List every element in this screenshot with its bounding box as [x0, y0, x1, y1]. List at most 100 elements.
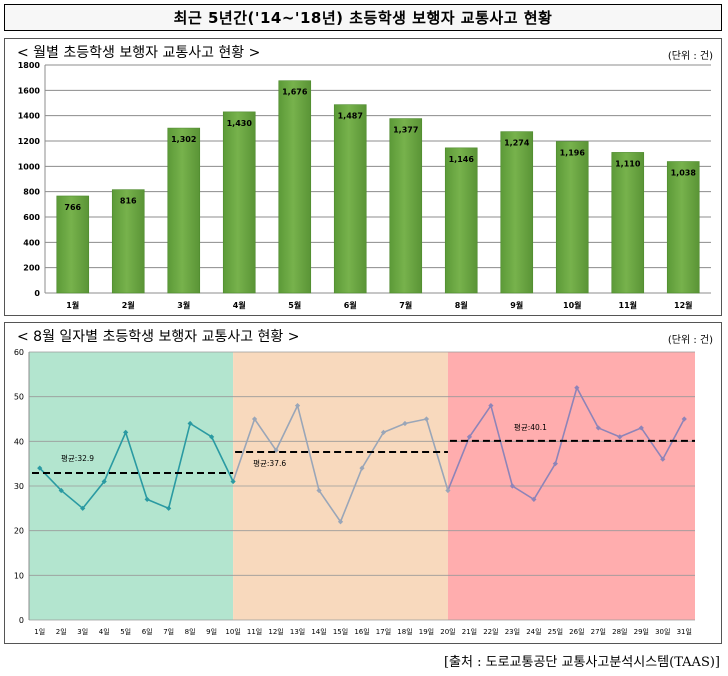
bar-value-label: 1,302 [171, 135, 196, 144]
bar [555, 141, 589, 294]
daily-line-chart: 0 10 20 30 40 50 60 1일 2일 3일 4일 5일 6일 7일 8일 9일 10일 11일 12일… [14, 348, 695, 636]
x-tick-label: 11일 [247, 627, 262, 636]
x-tick-label: 1일 [34, 627, 45, 636]
x-tick-label: 2월 [122, 300, 135, 310]
bar [500, 131, 534, 294]
y-tick-label: 1000 [18, 162, 41, 171]
bar-value-label: 816 [120, 197, 137, 206]
x-tick-label: 25일 [548, 627, 563, 636]
x-tick-label: 26일 [569, 627, 584, 636]
average-label: 평균:37.6 [253, 458, 286, 468]
data-point [316, 487, 322, 494]
x-tick-label: 13일 [290, 627, 305, 636]
x-tick-label: 9일 [206, 627, 217, 636]
x-tick-label: 18일 [397, 627, 412, 636]
data-point [58, 487, 64, 494]
data-point [617, 434, 623, 440]
x-tick-label: 8일 [185, 627, 196, 636]
y-tick-label: 1600 [18, 86, 41, 95]
y-tick-label: 600 [23, 213, 40, 222]
data-point [574, 385, 580, 391]
x-tick-label: 1월 [66, 300, 79, 310]
x-tick-label: 10일 [225, 627, 240, 636]
y-tick-label: 1400 [18, 112, 41, 121]
x-tick-label: 4월 [233, 300, 246, 310]
x-tick-label: 4일 [99, 627, 110, 636]
x-tick-label: 3일 [77, 627, 88, 636]
bar-value-label: 1,676 [282, 88, 308, 97]
data-point [230, 478, 236, 485]
page-title: 최근 5년간('14~'18년) 초등학생 보행자 교통사고 현황 [4, 4, 722, 31]
x-tick-label: 30일 [655, 627, 670, 636]
bar-value-label: 1,146 [449, 155, 475, 164]
y-tick-label: 10 [14, 571, 24, 580]
bar [389, 118, 423, 294]
source-note: [출처 : 도로교통공단 교통사고분석시스템(TAAS)] [443, 655, 720, 670]
x-tick-label: 7일 [163, 627, 174, 636]
x-tick-label: 2일 [56, 627, 67, 636]
y-tick-label: 200 [23, 264, 40, 273]
monthly-chart-panel: < 월별 초등학생 보행자 교통사고 현황 > (단위 : 건) 0 200 400… [4, 38, 722, 316]
y-tick-label: 50 [14, 393, 24, 402]
x-tick-label: 19일 [419, 627, 434, 636]
y-tick-label: 40 [14, 437, 24, 446]
monthly-chart-title: < 월별 초등학생 보행자 교통사고 현황 > [17, 45, 261, 61]
average-label: 평균:40.1 [514, 422, 547, 432]
bar-value-label: 1,038 [671, 169, 697, 178]
x-tick-label: 21일 [462, 627, 477, 636]
y-tick-label: 1800 [18, 61, 41, 70]
y-tick-label: 0 [19, 616, 24, 625]
data-point [445, 487, 451, 494]
data-point [251, 416, 258, 422]
bar-value-label: 1,377 [393, 126, 418, 135]
x-tick-label: 24일 [526, 627, 541, 636]
series-line [39, 422, 234, 510]
x-tick-label: 22일 [483, 627, 498, 636]
x-tick-label: 3월 [177, 300, 190, 310]
x-tick-label: 15일 [333, 627, 348, 636]
bar [444, 147, 478, 294]
x-tick-label: 23일 [505, 627, 520, 636]
average-label: 평균:32.9 [61, 453, 94, 463]
y-tick-label: 800 [23, 188, 40, 197]
bar [666, 161, 700, 294]
series-line [447, 385, 685, 501]
daily-chart-panel: 0 10 20 30 40 50 60 1일 2일 3일 4일 5일 6일 7일 8일 9일 10일 11일 12일… [4, 322, 722, 644]
x-tick-label: 9월 [510, 300, 523, 310]
bar-value-label: 766 [64, 203, 81, 212]
y-tick-label: 400 [23, 238, 40, 247]
x-tick-label: 5일 [120, 627, 131, 636]
bar [222, 111, 256, 294]
x-tick-label: 28일 [612, 627, 627, 636]
y-tick-label: 0 [34, 289, 40, 298]
data-point [681, 416, 687, 422]
x-tick-label: 16일 [354, 627, 369, 636]
data-point [101, 478, 107, 485]
y-tick-label: 60 [14, 348, 24, 357]
bar [611, 152, 645, 294]
x-tick-label: 27일 [591, 627, 606, 636]
x-tick-label: 11월 [619, 300, 638, 310]
y-tick-label: 20 [14, 527, 24, 536]
data-point [488, 403, 494, 409]
x-tick-label: 7월 [399, 300, 412, 310]
x-tick-label: 12일 [268, 627, 283, 636]
x-tick-label: 17일 [376, 627, 391, 636]
bar-value-label: 1,110 [615, 159, 641, 168]
y-tick-label: 30 [14, 482, 24, 491]
bar [333, 104, 367, 294]
x-tick-label: 20일 [440, 627, 455, 636]
data-point [509, 483, 515, 489]
data-point [660, 456, 666, 462]
monthly-chart-unit: (단위 : 건) [667, 51, 713, 62]
x-tick-label: 14일 [311, 627, 326, 636]
x-tick-label: 12월 [674, 300, 693, 310]
bar-value-label: 1,430 [227, 119, 253, 128]
data-point [402, 420, 408, 427]
y-tick-label: 1200 [18, 137, 41, 146]
bar-value-label: 1,274 [504, 139, 530, 148]
monthly-bar-chart: 0 200 400 600 800 1000 1200 1400 1600 1800 766 1월 81… [18, 61, 711, 310]
x-tick-label: 29일 [634, 627, 649, 636]
x-tick-label: 6월 [344, 300, 357, 310]
x-tick-label: 5월 [288, 300, 301, 310]
